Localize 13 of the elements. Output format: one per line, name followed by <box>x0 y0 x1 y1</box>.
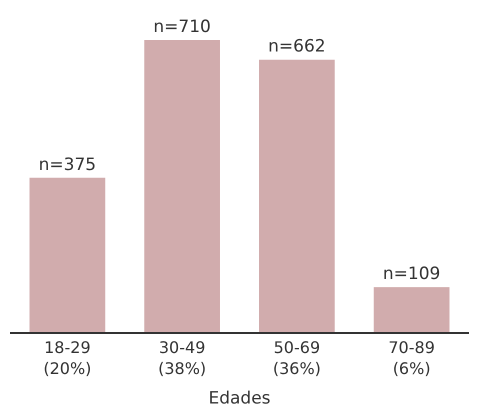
x-tick-label: 18-29 (20%) <box>43 338 92 378</box>
data-label: n=375 <box>38 154 96 175</box>
bar <box>259 60 335 332</box>
data-label: n=710 <box>153 17 211 37</box>
x-tick-label: 70-89 (6%) <box>388 338 435 378</box>
x-tick-label: 30-49 (38%) <box>158 338 206 378</box>
data-label: n=109 <box>382 264 440 284</box>
bar <box>30 178 106 332</box>
bar <box>374 287 450 332</box>
x-axis-title: Edades <box>208 388 271 409</box>
bar <box>144 40 220 332</box>
x-tick-label: 50-69 (36%) <box>272 338 321 378</box>
data-label: n=662 <box>268 36 326 57</box>
